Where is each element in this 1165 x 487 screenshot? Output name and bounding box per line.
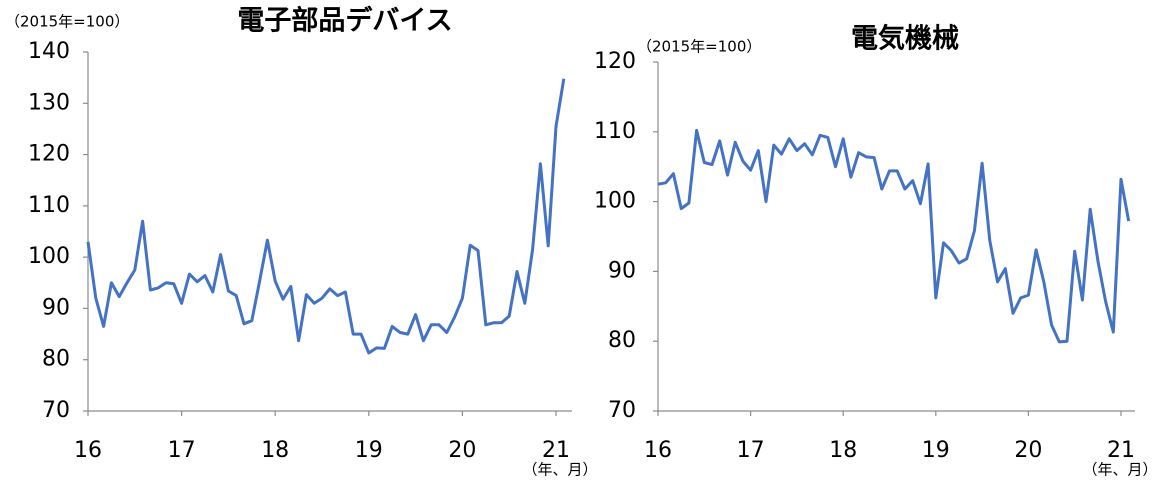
x-tick-label: 17 <box>737 438 765 463</box>
x-tick-label: 20 <box>1014 438 1042 463</box>
x-axis-label: （年、月） <box>1082 461 1157 479</box>
y-tick-label: 130 <box>28 90 70 115</box>
y-tick-label: 80 <box>42 347 70 372</box>
x-tick-label: 19 <box>922 438 950 463</box>
y-tick-label: 80 <box>608 328 636 353</box>
x-tick-label: 21 <box>542 438 570 463</box>
y-tick-label: 120 <box>28 142 70 167</box>
x-tick-label: 18 <box>829 438 857 463</box>
x-tick-label: 21 <box>1107 438 1135 463</box>
unit-label: （2015年=100） <box>637 38 761 56</box>
unit-label: （2015年=100） <box>5 13 129 31</box>
y-tick-label: 90 <box>42 295 70 320</box>
y-tick-label: 70 <box>608 398 636 423</box>
data-line <box>657 128 1131 344</box>
x-tick-label: 19 <box>355 438 383 463</box>
y-tick-label: 100 <box>28 244 70 269</box>
data-line <box>86 78 566 355</box>
x-tick-label: 18 <box>261 438 289 463</box>
y-tick-label: 110 <box>28 193 70 218</box>
x-tick-label: 16 <box>644 438 672 463</box>
y-tick-label: 110 <box>594 119 636 144</box>
x-tick-label: 16 <box>74 438 102 463</box>
y-tick-label: 90 <box>608 258 636 283</box>
x-tick-label: 20 <box>448 438 476 463</box>
y-tick-label: 100 <box>594 189 636 214</box>
y-tick-label: 140 <box>28 39 70 64</box>
y-tick-label: 120 <box>594 49 636 74</box>
chart-title: 電子部品デバイス <box>237 5 452 37</box>
x-tick-label: 17 <box>168 438 196 463</box>
chart-title: 電気機械 <box>851 23 959 55</box>
x-axis-label: （年、月） <box>522 461 597 479</box>
y-tick-label: 70 <box>42 398 70 423</box>
